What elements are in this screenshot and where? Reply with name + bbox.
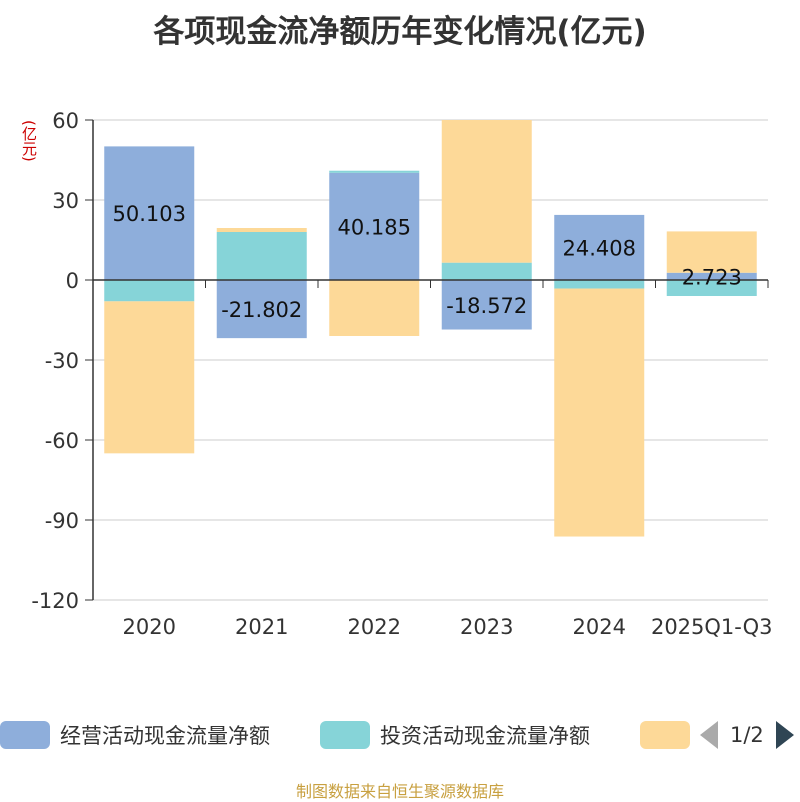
chart-canvas: 60 30 0 -30 -60 -90 -120 2020 2021 2022 2023 2024 20…	[31, 109, 773, 639]
legend-swatch-financing	[640, 721, 690, 749]
bar-series-1-2022	[329, 170, 420, 173]
bar-series-2-2022	[329, 280, 420, 336]
data-label: 40.185	[338, 215, 411, 239]
bar-series-2-2024	[554, 288, 645, 537]
x-tick-label: 2020	[123, 615, 176, 639]
legend: 经营活动现金流量净额 投资活动现金流量净额	[0, 718, 800, 752]
legend-item-financing[interactable]	[640, 718, 700, 752]
legend-next-icon[interactable]	[775, 721, 794, 749]
bar-series-0-2020	[104, 146, 195, 280]
x-tick-label: 2025Q1-Q3	[651, 615, 773, 639]
legend-page-indicator: 1/2	[730, 723, 764, 747]
x-tick-label: 2022	[348, 615, 401, 639]
data-label: -18.572	[446, 294, 527, 318]
bar-series-0-2022	[329, 172, 420, 280]
chart-title: 各项现金流净额历年变化情况(亿元)	[153, 14, 647, 50]
bar-series-1-2023	[441, 262, 532, 280]
legend-swatch-investing	[320, 721, 370, 749]
legend-item-operating[interactable]: 经营活动现金流量净额	[0, 718, 270, 752]
y-tick-label: 60	[52, 109, 79, 133]
bar-series-1-2021	[216, 232, 307, 280]
y-tick-label: -30	[45, 349, 79, 373]
bar-series-2-2023	[441, 120, 532, 263]
legend-prev-icon[interactable]	[700, 721, 718, 749]
legend-pager: 1/2	[700, 718, 794, 752]
y-tick-label: 30	[52, 189, 79, 213]
y-axis-unit: (亿元)	[20, 120, 38, 162]
legend-label-operating: 经营活动现金流量净额	[60, 724, 270, 748]
data-label: 2.723	[682, 265, 742, 289]
x-tick-label: 2024	[573, 615, 626, 639]
data-label: -21.802	[221, 298, 302, 322]
bar-series-0-2021	[216, 280, 307, 339]
bar-series-1-2024	[554, 280, 645, 289]
x-tick-label: 2023	[460, 615, 513, 639]
data-source-note: 制图数据来自恒生聚源数据库	[295, 782, 504, 801]
bar-series-0-2023	[441, 280, 532, 330]
y-tick-label: -60	[45, 429, 79, 453]
data-label: 50.103	[113, 202, 186, 226]
legend-item-investing[interactable]: 投资活动现金流量净额	[320, 718, 590, 752]
bar-series-2-2020	[104, 301, 195, 454]
y-tick-label: -90	[45, 509, 79, 533]
x-tick-label: 2021	[235, 615, 288, 639]
bar-series-2-2025Q1-Q3	[666, 231, 757, 273]
bar-series-1-2020	[104, 280, 195, 302]
y-tick-label: -120	[31, 589, 79, 613]
y-tick-label: 0	[66, 269, 79, 293]
bar-series-0-2024	[554, 214, 645, 280]
data-label: 24.408	[563, 236, 636, 260]
bar-series-2-2021	[216, 228, 307, 232]
legend-swatch-operating	[0, 721, 50, 749]
legend-label-investing: 投资活动现金流量净额	[380, 724, 590, 748]
bar-series-0-2025Q1-Q3	[666, 272, 757, 280]
bar-series-1-2025Q1-Q3	[666, 280, 757, 296]
